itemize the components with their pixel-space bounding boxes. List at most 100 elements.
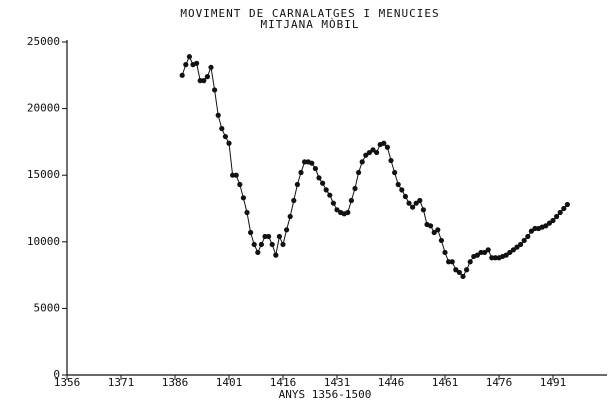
point — [266, 233, 272, 240]
point — [276, 233, 282, 240]
point — [431, 229, 437, 236]
point — [194, 60, 200, 66]
point — [507, 249, 513, 256]
point — [525, 233, 531, 240]
point — [366, 149, 372, 156]
point — [237, 181, 243, 188]
point — [561, 205, 567, 212]
point — [554, 213, 560, 220]
point — [399, 187, 405, 193]
y-tick-label: 5000 — [34, 301, 61, 314]
point — [478, 249, 484, 256]
x-tick-label: 1416 — [270, 376, 297, 389]
point — [330, 200, 336, 206]
point — [186, 54, 192, 60]
point — [298, 169, 304, 176]
point — [482, 249, 488, 256]
point — [413, 200, 419, 206]
point — [287, 213, 293, 220]
x-tick-label: 1371 — [108, 376, 135, 389]
x-tick-label: 1386 — [162, 376, 189, 389]
point — [284, 227, 290, 233]
point — [492, 255, 498, 261]
point — [255, 249, 261, 256]
x-tick-label: 1431 — [324, 376, 351, 389]
line — [181, 55, 568, 278]
point — [521, 237, 527, 244]
x-tick-label: 1491 — [540, 376, 567, 389]
y-tick-label: 20000 — [27, 102, 60, 115]
point — [269, 241, 275, 248]
point — [435, 227, 441, 233]
point — [204, 74, 210, 80]
point — [262, 233, 268, 240]
point — [309, 160, 315, 166]
point — [197, 78, 203, 84]
point — [352, 185, 358, 192]
point — [550, 217, 556, 224]
point — [514, 244, 520, 250]
point — [384, 144, 390, 150]
x-tick-label: 1356 — [54, 376, 81, 389]
point — [183, 62, 189, 68]
point — [316, 175, 322, 181]
point — [334, 207, 340, 213]
point — [345, 209, 351, 216]
point — [456, 269, 462, 276]
point — [395, 181, 401, 188]
point — [564, 201, 571, 208]
point — [215, 112, 221, 118]
point — [302, 159, 308, 165]
point — [546, 220, 553, 226]
point — [485, 247, 491, 253]
point — [251, 241, 257, 248]
point — [410, 204, 416, 210]
point — [219, 125, 225, 132]
point — [179, 72, 185, 78]
point — [528, 228, 535, 234]
point — [467, 259, 473, 265]
point — [474, 252, 480, 258]
point — [446, 259, 452, 265]
point — [233, 172, 239, 178]
x-tick-label: 1446 — [378, 376, 405, 389]
chart-subtitle: MITJANA MÒBIL — [260, 18, 359, 31]
point — [543, 223, 549, 229]
point — [244, 209, 250, 216]
point — [348, 197, 354, 204]
point — [208, 64, 214, 70]
point — [363, 152, 369, 158]
point — [356, 169, 362, 176]
point — [442, 249, 448, 256]
x-axis-label: ANYS 1356-1500 — [279, 388, 372, 401]
y-tick-label: 15000 — [27, 168, 60, 181]
point — [359, 159, 365, 165]
y-tick-label: 10000 — [27, 235, 60, 248]
point — [460, 273, 466, 280]
chart-title: MOVIMENT DE CARNALATGES I MENUCIES — [180, 7, 439, 20]
point — [381, 140, 387, 146]
point — [294, 181, 300, 188]
point — [240, 195, 246, 201]
point — [420, 207, 426, 213]
point — [428, 223, 434, 229]
point — [222, 133, 228, 140]
point — [230, 172, 236, 178]
x-tick-label: 1476 — [486, 376, 513, 389]
point — [226, 140, 232, 146]
point — [291, 197, 297, 204]
point — [320, 180, 326, 186]
point — [327, 192, 333, 198]
point — [518, 241, 524, 248]
point — [417, 197, 423, 204]
point — [406, 200, 412, 206]
point — [449, 259, 455, 265]
point — [258, 241, 264, 248]
point — [201, 78, 207, 84]
point — [510, 247, 516, 253]
y-tick-label: 25000 — [27, 35, 60, 48]
point — [453, 267, 459, 273]
point — [273, 252, 279, 258]
x-tick-label: 1461 — [432, 376, 459, 389]
